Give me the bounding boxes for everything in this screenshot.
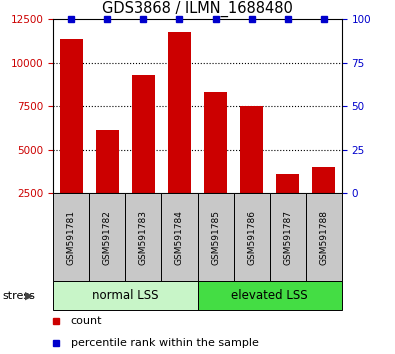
Bar: [270, 193, 306, 281]
Bar: [198, 281, 342, 310]
Text: GSM591785: GSM591785: [211, 210, 220, 265]
Text: ▶: ▶: [25, 291, 34, 301]
Bar: [162, 193, 198, 281]
Bar: [306, 193, 342, 281]
Bar: [96, 131, 119, 193]
Title: GDS3868 / ILMN_1688480: GDS3868 / ILMN_1688480: [102, 0, 293, 17]
Text: GSM591784: GSM591784: [175, 210, 184, 265]
Text: count: count: [71, 316, 102, 326]
Text: normal LSS: normal LSS: [92, 289, 159, 302]
Text: elevated LSS: elevated LSS: [231, 289, 308, 302]
Bar: [198, 193, 233, 281]
Bar: [168, 32, 191, 193]
Bar: [312, 167, 335, 193]
Text: GSM591787: GSM591787: [283, 210, 292, 265]
Bar: [132, 75, 155, 193]
Bar: [53, 193, 89, 281]
Bar: [126, 193, 162, 281]
Bar: [240, 106, 263, 193]
Bar: [89, 193, 126, 281]
Text: GSM591783: GSM591783: [139, 210, 148, 265]
Bar: [276, 174, 299, 193]
Bar: [60, 39, 83, 193]
Text: GSM591786: GSM591786: [247, 210, 256, 265]
Text: GSM591781: GSM591781: [67, 210, 76, 265]
Text: percentile rank within the sample: percentile rank within the sample: [71, 338, 258, 348]
Bar: [233, 193, 270, 281]
Bar: [204, 92, 227, 193]
Text: GSM591788: GSM591788: [319, 210, 328, 265]
Text: stress: stress: [2, 291, 35, 301]
Text: GSM591782: GSM591782: [103, 210, 112, 265]
Bar: [53, 281, 198, 310]
